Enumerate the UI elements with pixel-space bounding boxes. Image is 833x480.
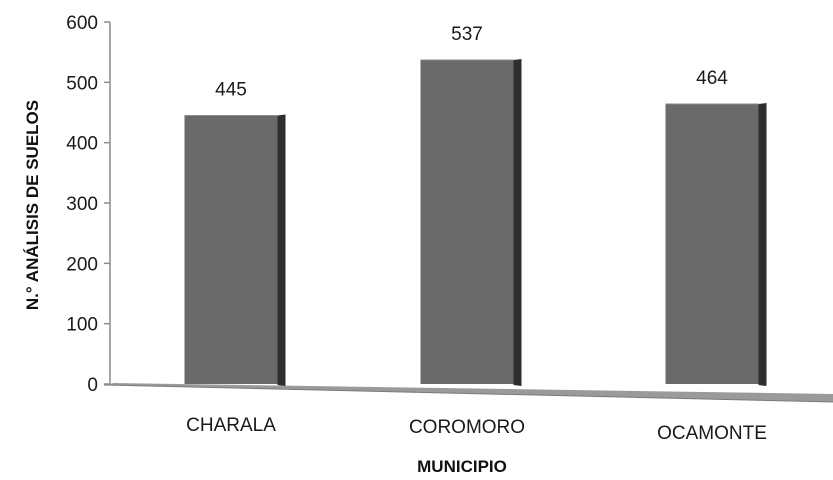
y-tick-label: 500 — [66, 73, 98, 94]
y-tick-label: 300 — [66, 194, 98, 215]
x-tick-label: CHARALA — [186, 415, 276, 436]
data-label: 464 — [696, 68, 728, 89]
y-tick-label: 100 — [66, 315, 98, 336]
y-tick-label: 0 — [87, 375, 98, 396]
bar — [665, 103, 767, 386]
x-tick-label: COROMORO — [409, 417, 525, 438]
y-tick-label: 400 — [66, 134, 98, 155]
bar-front — [420, 60, 514, 384]
bar-side — [277, 114, 286, 387]
bar-side — [758, 103, 767, 386]
chart-floor — [103, 383, 833, 403]
y-tick-label: 600 — [66, 13, 98, 34]
data-label: 537 — [451, 24, 483, 45]
bars — [184, 59, 767, 387]
bar-front — [665, 104, 759, 384]
bar-side — [513, 59, 522, 386]
bar — [184, 114, 286, 387]
y-axis: 0 100 200 300 400 500 600 — [66, 13, 111, 396]
x-tick-label: OCAMONTE — [657, 423, 767, 444]
data-label: 445 — [215, 80, 247, 101]
bar-front — [184, 115, 278, 385]
bar — [420, 59, 522, 386]
y-tick-label: 200 — [66, 254, 98, 275]
labels: 445 CHARALA 537 COROMORO 464 OCAMONTE — [186, 24, 767, 444]
y-axis-title: N.° ANÁLISIS DE SUELOS — [23, 100, 42, 310]
x-axis-title: MUNICIPIO — [417, 457, 507, 476]
floor-edge — [103, 384, 833, 403]
